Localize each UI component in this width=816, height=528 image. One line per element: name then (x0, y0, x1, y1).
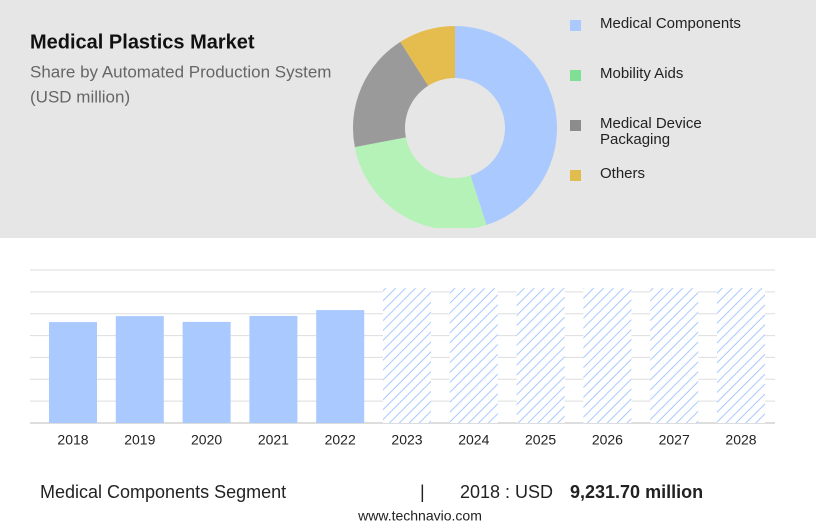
bar-chart: 2018 2019 2020 2021 2022 2023 2024 2025 2026 2027… (30, 269, 775, 448)
bar (316, 310, 365, 423)
legend-item: Medical Device Packaging (570, 116, 800, 148)
donut (353, 26, 558, 228)
legend-swatch (570, 20, 581, 31)
x-tick-label: 2024 (458, 432, 489, 448)
bar (383, 288, 431, 423)
source: www.technavio.com (357, 508, 482, 524)
x-tick-label: 2023 (391, 432, 422, 448)
x-tick-label: 2018 (57, 432, 88, 448)
bar (650, 288, 699, 423)
x-tick-label: 2025 (525, 432, 556, 448)
x-tick-label: 2026 (592, 432, 623, 448)
legend-label: Medical Device Packaging (600, 115, 702, 148)
chart-title: Medical Plastics Market (30, 31, 255, 53)
x-tick-label: 2019 (124, 432, 155, 448)
legend-label: Mobility Aids (600, 65, 684, 82)
donut-slice (400, 26, 455, 86)
bar (115, 316, 164, 423)
bar (249, 315, 298, 423)
legend-item: Others (570, 166, 800, 182)
bar (449, 288, 498, 423)
footer-label: 2018 : USD (460, 482, 553, 502)
donut-slice (353, 41, 429, 148)
bar (717, 288, 765, 423)
legend-swatch (570, 120, 581, 131)
x-tick-label: 2022 (325, 432, 356, 448)
bar (583, 288, 632, 423)
x-tick-label: 2020 (191, 432, 222, 448)
unit-note: (USD million) (30, 87, 130, 106)
legend-label: Others (600, 165, 646, 182)
legend-swatch (570, 170, 581, 181)
bar (516, 288, 565, 423)
chart-subtitle: Share by Automated Production System (30, 62, 331, 81)
bar (182, 321, 231, 423)
legend-item: Mobility Aids (570, 66, 800, 82)
legend-item: Medical Components (570, 16, 800, 32)
bar (49, 322, 97, 423)
footer-segment: Medical Components Segment (40, 482, 286, 502)
donut-slice (354, 137, 487, 228)
x-tick-label: 2021 (258, 432, 289, 448)
legend-swatch (570, 70, 581, 81)
x-tick-label: 2028 (725, 432, 756, 448)
donut-slice (455, 26, 558, 226)
legend-label: Medical Components (600, 15, 741, 32)
x-tick-label: 2027 (659, 432, 690, 448)
footer-value: 9,231.70 million (570, 482, 703, 502)
footer-separator: | (420, 482, 425, 502)
